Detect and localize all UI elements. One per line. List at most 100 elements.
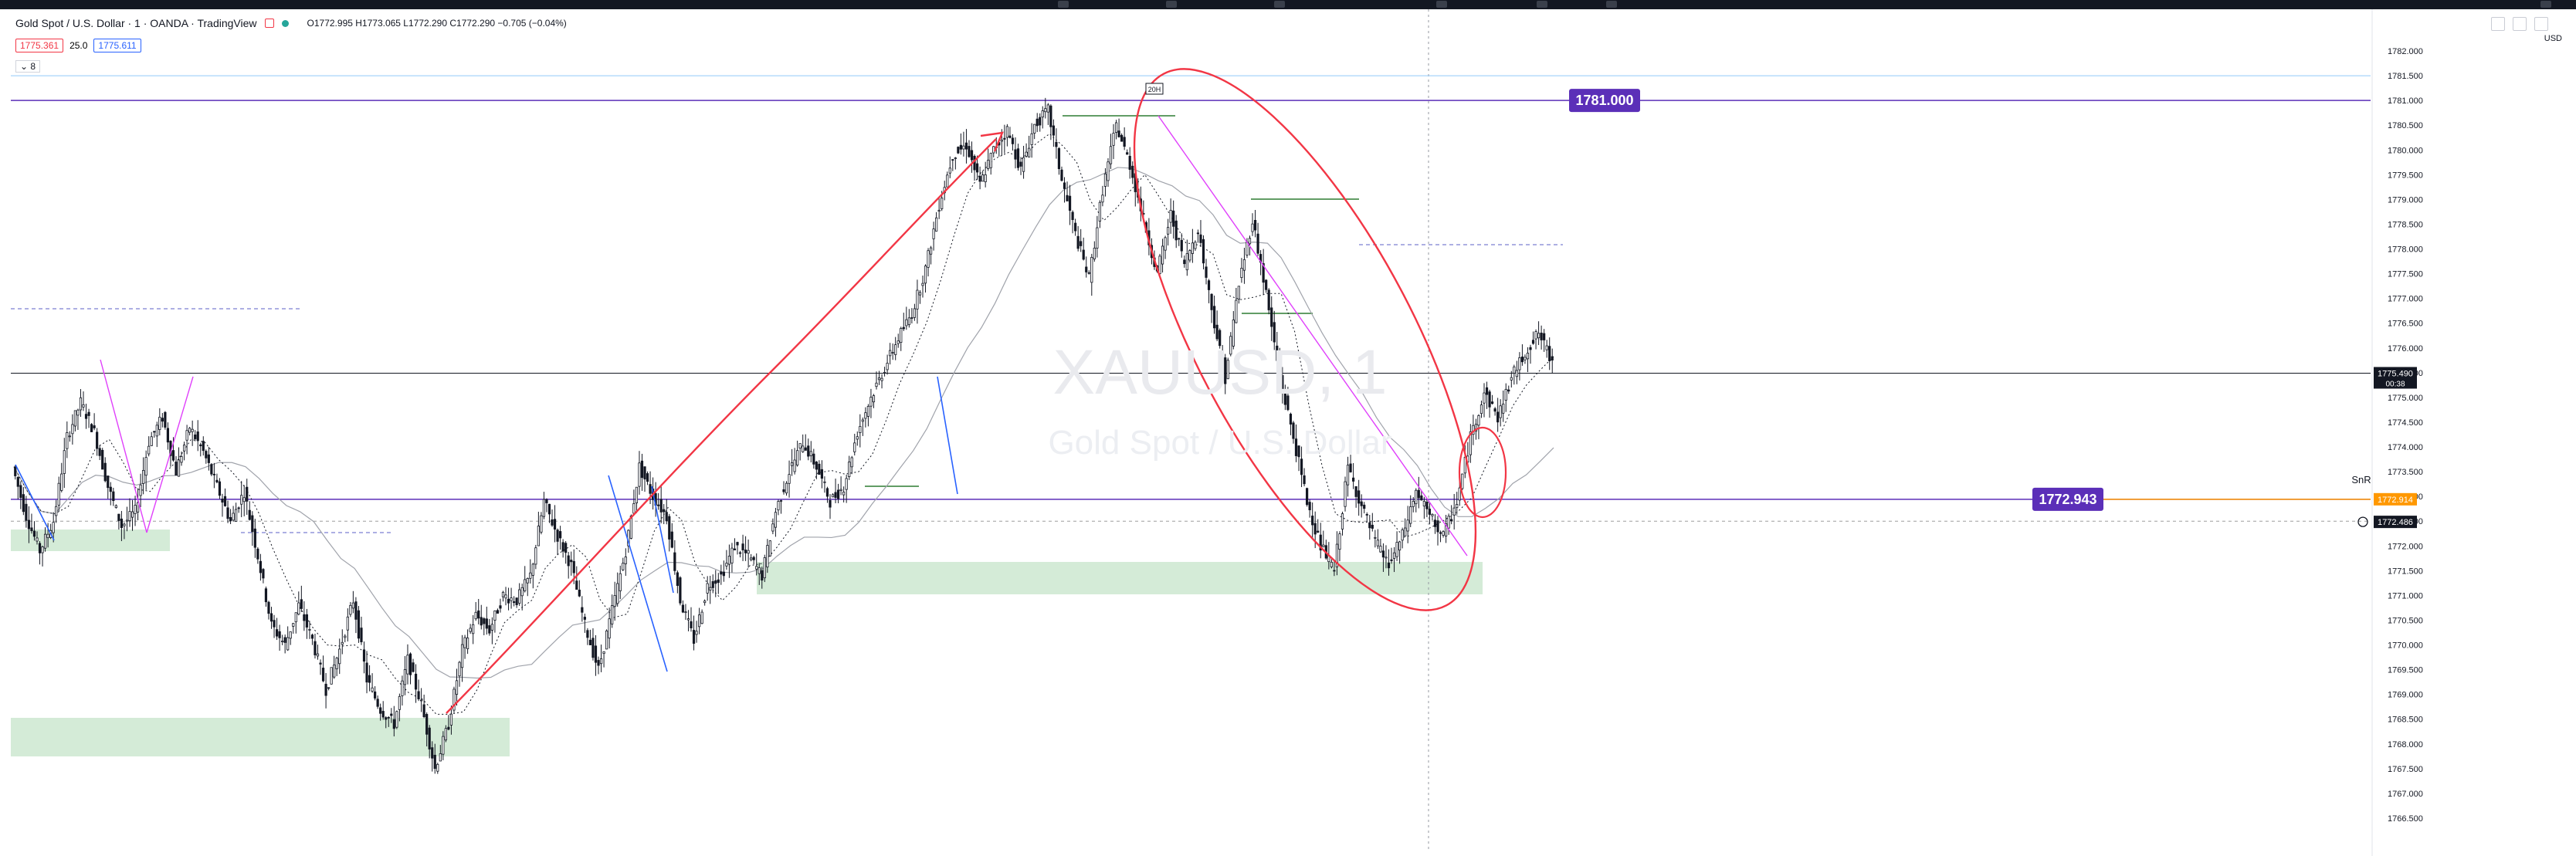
candle-body xyxy=(27,519,31,530)
supply-demand-zone[interactable] xyxy=(757,562,1483,594)
candle-body xyxy=(215,479,219,482)
candle-body xyxy=(431,747,434,759)
candle-body xyxy=(941,198,944,209)
candle-body xyxy=(597,660,600,666)
candle-body xyxy=(452,689,456,711)
candle-body xyxy=(1046,104,1049,113)
price-scale-tag-text: 1775.490 xyxy=(2378,369,2413,378)
candle-body xyxy=(1537,333,1541,339)
candle-body xyxy=(194,434,197,439)
candle-body xyxy=(1524,357,1527,360)
annotation-arrow-line[interactable] xyxy=(446,138,997,714)
candle-body xyxy=(1191,242,1194,254)
candle-body xyxy=(1444,523,1448,536)
fullscreen-icon[interactable] xyxy=(2534,17,2548,31)
candle-body xyxy=(1016,148,1020,168)
level-label-box[interactable] xyxy=(2032,487,2103,511)
candle-body xyxy=(1060,169,1063,181)
candle-body xyxy=(529,572,532,579)
candle-body xyxy=(515,597,518,605)
trend-line[interactable] xyxy=(15,464,55,541)
candle-body xyxy=(1346,465,1350,486)
candle-body xyxy=(545,499,548,503)
candle-body xyxy=(1344,481,1347,507)
toolbar-icon[interactable] xyxy=(1537,1,1547,8)
candle-body xyxy=(1120,134,1124,142)
candle-body xyxy=(1103,173,1107,187)
candle-body xyxy=(720,571,723,575)
price-tick-label: 1771.000 xyxy=(2388,591,2423,601)
annotation-box xyxy=(1145,83,1164,95)
trend-line[interactable] xyxy=(146,376,194,533)
candle-body xyxy=(248,509,251,520)
sell-price-button[interactable]: 1775.361 xyxy=(15,39,64,52)
trend-line[interactable] xyxy=(608,475,668,672)
candle-body xyxy=(1068,195,1072,211)
candle-body xyxy=(19,485,22,498)
candle-body xyxy=(164,411,167,428)
price-scale-tag[interactable] xyxy=(2374,367,2417,389)
trend-line[interactable] xyxy=(937,376,958,495)
price-tick-label: 1770.000 xyxy=(2388,641,2423,651)
candle-body xyxy=(761,570,764,581)
candle-body xyxy=(605,630,608,650)
toolbar-icon[interactable] xyxy=(1166,1,1177,8)
candle-body xyxy=(327,687,330,689)
candle-body xyxy=(139,484,142,496)
price-scale-tag[interactable] xyxy=(2374,516,2417,529)
candle-body xyxy=(1205,266,1208,278)
toolbar-icon[interactable] xyxy=(1274,1,1285,8)
candle-body xyxy=(142,470,145,484)
candle-body xyxy=(886,363,889,370)
candle-body xyxy=(921,283,924,286)
candle-body xyxy=(1515,370,1518,377)
candle-body xyxy=(428,727,431,749)
candle-body xyxy=(84,414,88,419)
gear-icon[interactable] xyxy=(2357,516,2368,527)
candle-body xyxy=(1365,514,1368,516)
toolbar-icon[interactable] xyxy=(1058,1,1069,8)
candle-body xyxy=(63,450,66,474)
candle-body xyxy=(1096,227,1099,249)
candle-body xyxy=(218,481,222,496)
annotation-arrowhead[interactable] xyxy=(980,131,1004,152)
candle-body xyxy=(804,447,807,451)
candle-body xyxy=(1289,414,1293,425)
candle-body xyxy=(1025,151,1028,157)
moving-average-slow xyxy=(13,167,1554,679)
toolbar-icon[interactable] xyxy=(1436,1,1447,8)
candle-body xyxy=(90,424,93,432)
expand-icon[interactable] xyxy=(2513,17,2527,31)
candle-body xyxy=(578,589,581,597)
symbol-title[interactable]: Gold Spot / U.S. Dollar · 1 · OANDA · Tr… xyxy=(15,17,257,29)
candle-body xyxy=(292,623,295,627)
scroll-down-icon[interactable] xyxy=(2491,17,2505,31)
chevron-down-icon: ⌄ xyxy=(20,61,31,72)
candle-body xyxy=(872,395,876,403)
candle-body xyxy=(1202,239,1205,264)
indicators-collapse-button[interactable]: ⌄ 8 xyxy=(15,60,41,73)
candle-body xyxy=(362,649,366,662)
candle-body xyxy=(891,352,894,354)
toolbar-icon[interactable] xyxy=(2540,1,2551,8)
annotation-ellipse-small[interactable] xyxy=(1458,426,1507,519)
candle-body xyxy=(490,624,493,631)
candle-body xyxy=(866,405,870,417)
toolbar-icon[interactable] xyxy=(1606,1,1617,8)
candle-body xyxy=(798,443,802,448)
candle-body xyxy=(1158,255,1161,274)
candle-body xyxy=(984,174,987,182)
hide-series-icon[interactable] xyxy=(264,19,274,28)
annotation-ellipse[interactable] xyxy=(1068,23,1541,656)
level-label-box[interactable] xyxy=(1569,89,1640,113)
candle-body xyxy=(591,638,595,658)
candle-body xyxy=(455,680,459,695)
candle-body xyxy=(1082,249,1085,260)
trend-line[interactable] xyxy=(1158,115,1468,557)
currency-label[interactable]: USD xyxy=(2544,34,2562,43)
buy-price-button[interactable]: 1775.611 xyxy=(93,39,141,52)
trend-line[interactable] xyxy=(651,486,674,594)
price-scale-tag[interactable] xyxy=(2374,492,2417,506)
trend-line[interactable] xyxy=(100,359,147,533)
